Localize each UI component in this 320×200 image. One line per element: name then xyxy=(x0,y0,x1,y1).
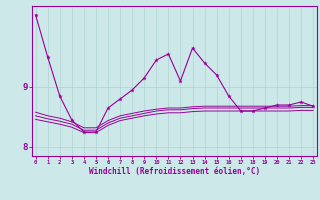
X-axis label: Windchill (Refroidissement éolien,°C): Windchill (Refroidissement éolien,°C) xyxy=(89,167,260,176)
